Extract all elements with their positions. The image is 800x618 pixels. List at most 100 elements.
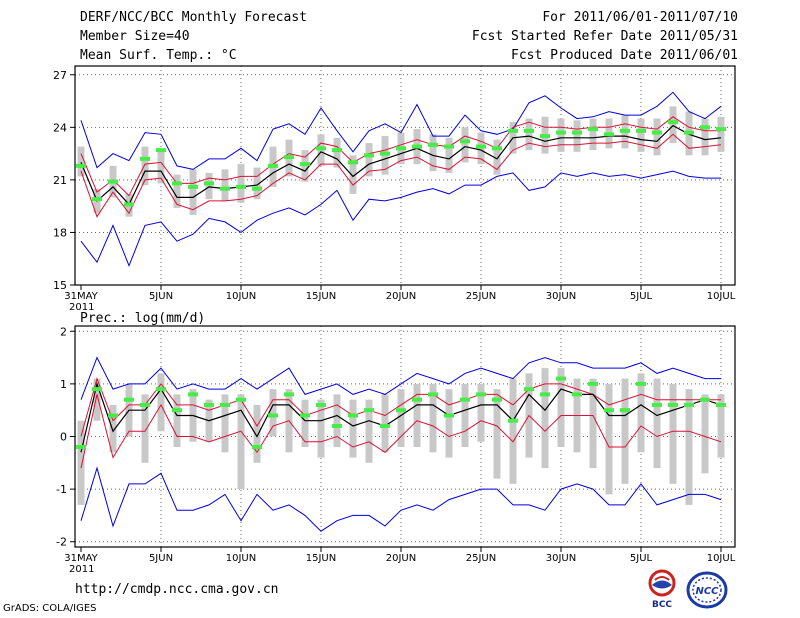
range-bar — [637, 118, 645, 152]
observed-marker — [348, 160, 358, 165]
observed-marker — [604, 132, 614, 137]
observed-marker — [380, 423, 390, 428]
ncc-logo-text: NCC — [695, 586, 719, 597]
observed-marker — [76, 163, 86, 168]
series-line-upper — [80, 376, 721, 437]
y-tick-label: 1 — [60, 378, 67, 391]
observed-marker — [620, 408, 630, 413]
range-bar — [605, 383, 613, 495]
range-bar — [701, 394, 709, 474]
observed-marker — [252, 445, 262, 450]
series-line-mean — [80, 381, 722, 453]
observed-marker — [428, 142, 438, 147]
x-tick-label: 5JUN — [149, 291, 173, 302]
observed-marker — [268, 413, 278, 418]
range-bar — [381, 394, 389, 453]
observed-marker — [252, 186, 262, 191]
range-bar — [477, 383, 485, 442]
observed-marker — [476, 144, 486, 149]
range-bar — [365, 143, 373, 177]
observed-marker — [652, 402, 662, 407]
range-bar — [269, 389, 277, 437]
range-bar — [317, 399, 325, 458]
y-tick-label: 2 — [60, 325, 67, 338]
member-size: Member Size=40 — [80, 29, 190, 44]
x-tick-label: 10JUN — [226, 553, 256, 564]
range-bar — [253, 404, 261, 463]
series-line-lower — [80, 394, 722, 469]
series-line-min — [80, 466, 722, 532]
source-url[interactable]: http://cmdp.ncc.cma.gov.cn — [75, 582, 279, 597]
range-bar — [461, 383, 469, 448]
observed-marker — [412, 144, 422, 149]
observed-marker — [540, 134, 550, 139]
range-bar — [349, 399, 357, 458]
observed-marker — [332, 423, 342, 428]
x-tick-label: 20JUN — [386, 553, 416, 564]
series-line-min — [80, 170, 721, 268]
x-tick-label: 25JUN — [466, 291, 496, 302]
range-bar — [253, 167, 261, 200]
observed-marker — [140, 156, 150, 161]
observed-marker — [460, 397, 470, 402]
range-bar — [333, 137, 341, 168]
range-bar — [77, 420, 85, 505]
range-bar — [509, 378, 517, 484]
header-left: DERF/NCC/BCC Monthly Forecast Member Siz… — [80, 9, 307, 66]
series-line-max — [80, 91, 722, 170]
observed-marker — [684, 130, 694, 135]
observed-marker — [588, 381, 598, 386]
range-bar — [109, 404, 117, 453]
observed-marker — [300, 413, 310, 418]
range-bar — [541, 368, 549, 469]
observed-marker — [572, 392, 582, 397]
observed-marker — [236, 184, 246, 189]
observed-marker — [668, 402, 678, 407]
bcc-logo-text: BCC — [652, 600, 672, 610]
observed-marker — [604, 408, 614, 413]
range-bar — [669, 106, 677, 144]
observed-marker — [572, 130, 582, 135]
x-tick-label: 10JUN — [226, 291, 256, 302]
forecast-period: For 2011/06/01-2011/07/10 — [542, 10, 738, 25]
range-bar — [397, 389, 405, 448]
chart-title: DERF/NCC/BCC Monthly Forecast — [80, 10, 307, 25]
range-bar — [205, 172, 213, 200]
observed-marker — [188, 184, 198, 189]
observed-marker — [524, 387, 534, 392]
series-line-mean — [80, 124, 722, 206]
x-tick-label: 31MAY — [64, 291, 98, 302]
header-right: For 2011/06/01-2011/07/10 Fcst Started R… — [472, 9, 738, 66]
observed-marker — [444, 413, 454, 418]
observed-marker — [396, 408, 406, 413]
range-bar — [717, 394, 725, 458]
series-line-max — [80, 356, 721, 400]
y-tick-label: -2 — [56, 536, 67, 549]
range-bar — [301, 399, 309, 448]
observed-marker — [316, 402, 326, 407]
variable-label: Mean Surf. Temp.: °C — [80, 48, 237, 63]
observed-marker — [364, 408, 374, 413]
x-tick-label: 5JUL — [630, 553, 653, 564]
observed-marker — [508, 128, 518, 133]
range-bar — [685, 389, 693, 505]
observed-marker — [284, 155, 294, 160]
range-bar — [221, 394, 229, 453]
range-bar — [493, 389, 501, 479]
range-bar — [557, 118, 565, 152]
observed-marker — [556, 376, 566, 381]
fcst-started-date: Fcst Started Refer Date 2011/05/31 — [471, 29, 738, 44]
x-tick-label: 15JUN — [306, 553, 336, 564]
x-tick-label: 20JUN — [386, 291, 416, 302]
plot-frame — [74, 65, 736, 286]
observed-marker — [412, 397, 422, 402]
y-tick-label: 15 — [53, 279, 67, 292]
range-bar — [557, 368, 565, 448]
observed-marker — [700, 125, 710, 130]
observed-marker — [332, 148, 342, 153]
observed-marker — [668, 120, 678, 125]
observed-marker — [236, 397, 246, 402]
range-bar — [525, 118, 533, 151]
